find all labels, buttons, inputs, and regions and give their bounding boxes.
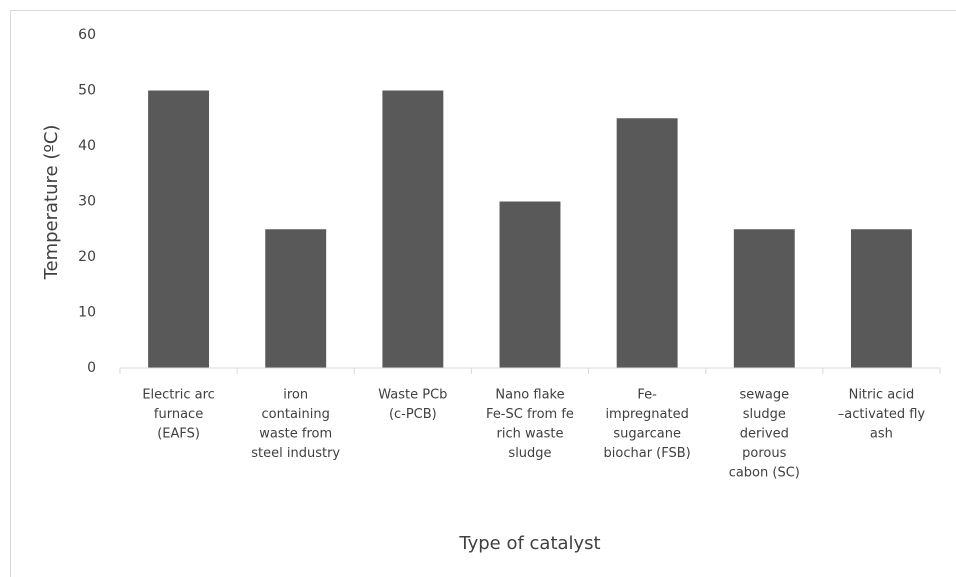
bar — [382, 90, 444, 368]
x-tick-label: Waste PCb — [378, 388, 447, 403]
bar — [733, 229, 795, 368]
y-tick-label: 50 — [78, 83, 96, 99]
x-tick-label: iron — [283, 388, 308, 403]
x-tick-label: rich waste — [497, 427, 564, 442]
x-tick-label: Electric arc — [142, 388, 214, 403]
y-axis-title: Temperature (ºC) — [41, 125, 62, 281]
x-tick-label: Fe-SC from fe — [486, 407, 574, 422]
x-tick-label: derived — [740, 427, 789, 442]
x-tick-label: porous — [742, 446, 786, 461]
y-tick-label: 60 — [78, 27, 96, 43]
y-tick-label: 40 — [78, 138, 96, 154]
x-tick-label: (c-PCB) — [389, 407, 437, 422]
x-tick-label: ash — [870, 427, 893, 442]
x-tick-label: –activated fly — [838, 407, 926, 422]
x-tick-label: waste from — [259, 427, 332, 442]
x-tick-label: sewage — [739, 388, 789, 403]
y-tick-label: 20 — [78, 249, 96, 265]
bar — [265, 229, 327, 368]
x-tick-label: containing — [262, 407, 330, 422]
bar — [499, 201, 561, 368]
bar — [850, 229, 912, 368]
x-tick-label: sludge — [743, 407, 786, 422]
x-tick-label: steel industry — [251, 446, 340, 461]
x-tick-label: Fe- — [637, 388, 657, 403]
x-tick-label: impregnated — [605, 407, 688, 422]
x-tick-label: (EAFS) — [157, 427, 200, 442]
y-tick-label: 10 — [78, 305, 96, 321]
y-tick-label: 30 — [78, 194, 96, 210]
x-axis-title: Type of catalyst — [458, 533, 600, 554]
y-tick-label: 0 — [87, 360, 96, 376]
bar — [148, 90, 210, 368]
x-tick-label: Nano flake — [495, 388, 564, 403]
x-tick-label: sludge — [508, 446, 551, 461]
x-tick-label: biochar (FSB) — [604, 446, 691, 461]
x-tick-label: furnace — [154, 407, 203, 422]
x-tick-label: sugarcane — [613, 427, 681, 442]
chart-frame — [10, 10, 956, 577]
x-tick-label: cabon (SC) — [729, 466, 800, 481]
bar — [616, 118, 678, 368]
x-tick-label: Nitric acid — [849, 388, 915, 403]
